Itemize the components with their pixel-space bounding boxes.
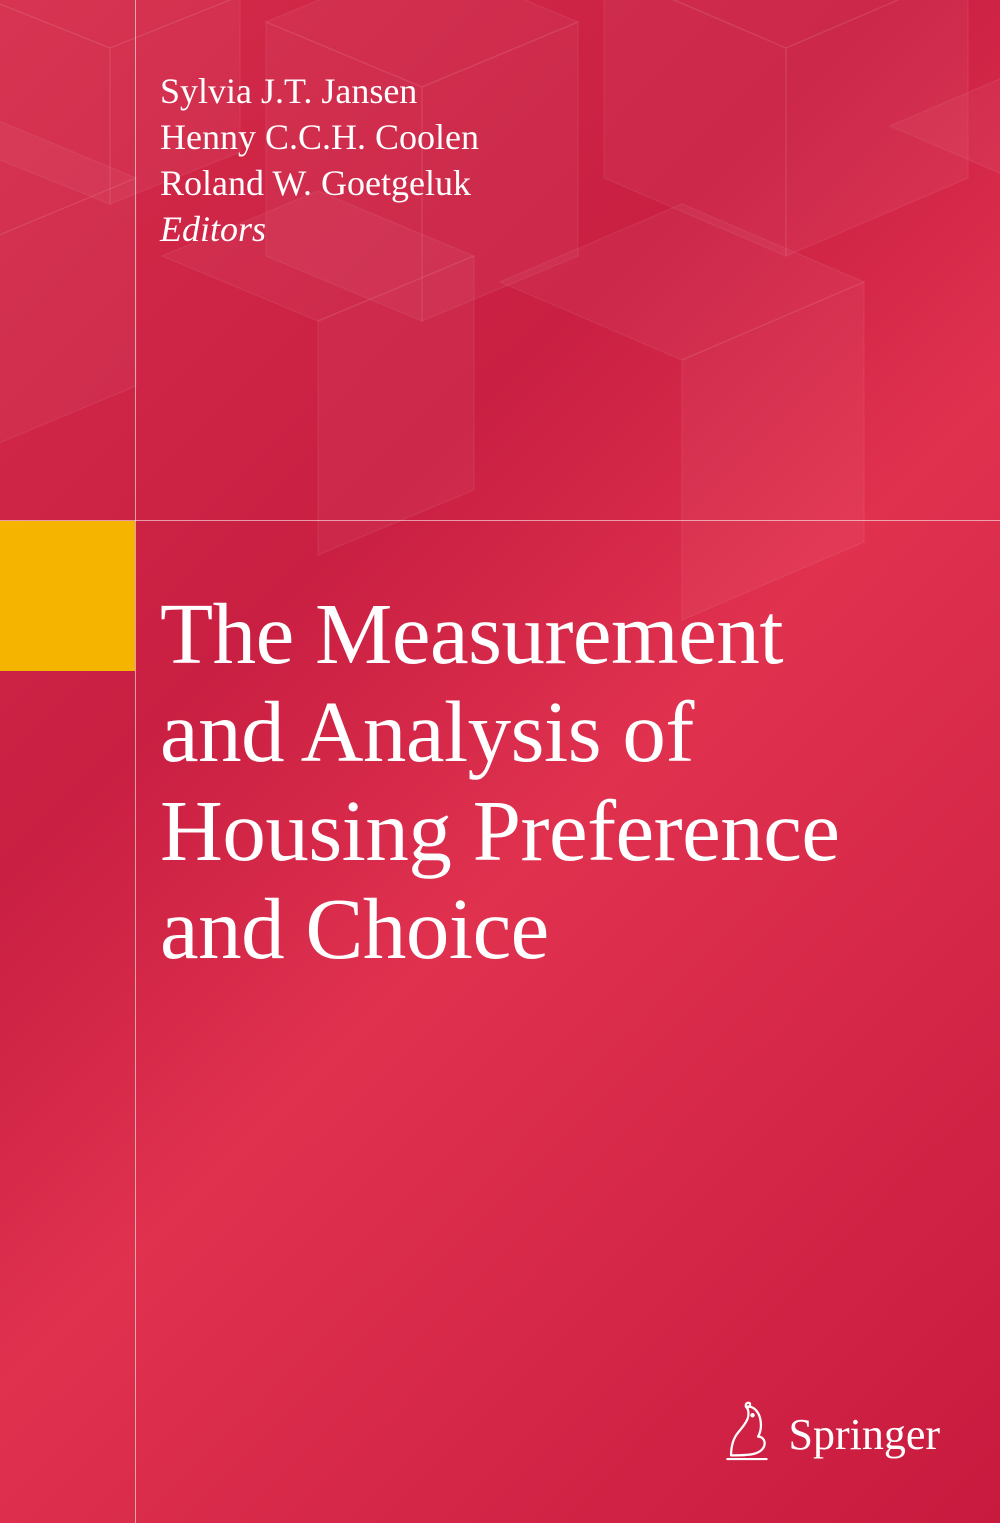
editor-name: Roland W. Goetgeluk [160,160,479,206]
editor-name: Sylvia J.T. Jansen [160,68,479,114]
vertical-rule [135,0,136,1523]
editor-name: Henny C.C.H. Coolen [160,114,479,160]
publisher-block: Springer [718,1401,940,1468]
horizontal-rule [0,520,1000,521]
title-line: and Choice [160,880,839,978]
title-line: Housing Preference [160,782,839,880]
title-line: and Analysis of [160,683,839,781]
book-cover: Sylvia J.T. Jansen Henny C.C.H. Coolen R… [0,0,1000,1523]
title-line: The Measurement [160,585,839,683]
editors-block: Sylvia J.T. Jansen Henny C.C.H. Coolen R… [160,68,479,250]
book-title: The Measurement and Analysis of Housing … [160,585,839,978]
springer-horse-icon [718,1401,774,1468]
accent-block [0,521,135,671]
publisher-name: Springer [788,1409,940,1460]
editors-role: Editors [160,208,479,250]
